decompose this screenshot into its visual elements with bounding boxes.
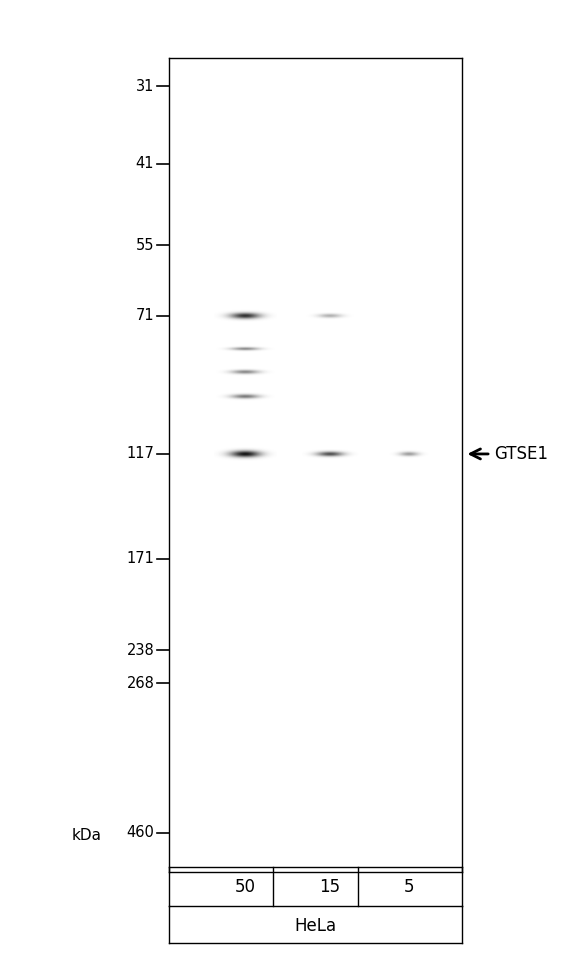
Text: HeLa: HeLa (294, 918, 336, 935)
Text: 238: 238 (127, 643, 154, 658)
Text: 5: 5 (404, 879, 414, 896)
Text: 41: 41 (136, 156, 154, 172)
Text: 71: 71 (136, 308, 154, 324)
Text: 268: 268 (126, 675, 154, 691)
Text: 31: 31 (136, 78, 154, 94)
Text: kDa: kDa (72, 828, 102, 843)
Text: GTSE1: GTSE1 (494, 445, 548, 463)
Text: 50: 50 (235, 879, 256, 896)
Text: 15: 15 (319, 879, 341, 896)
Text: 171: 171 (126, 551, 154, 567)
Text: 55: 55 (136, 237, 154, 253)
Text: 460: 460 (126, 826, 154, 840)
Text: 117: 117 (126, 447, 154, 461)
